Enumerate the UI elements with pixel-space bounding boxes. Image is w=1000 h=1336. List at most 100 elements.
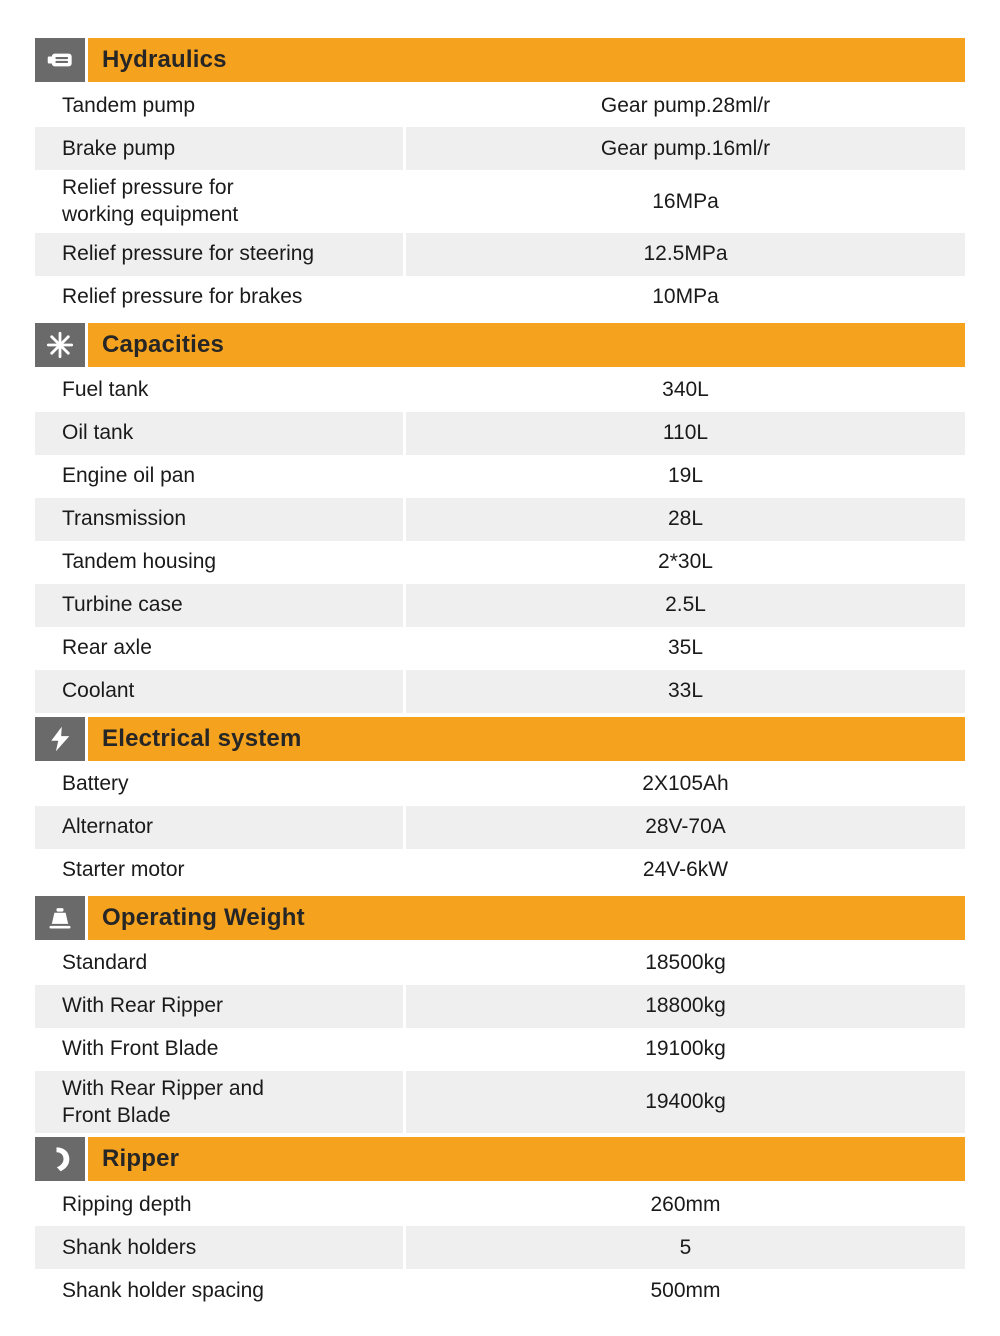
spec-value: 2X105Ah	[642, 772, 729, 796]
spec-row: Battery 2X105Ah	[35, 763, 965, 806]
spec-row: Fuel tank 340L	[35, 369, 965, 412]
spec-value: 10MPa	[652, 285, 719, 309]
section-title: Ripper	[102, 1145, 180, 1173]
spec-row: Transmission 28L	[35, 497, 965, 541]
spec-value: Gear pump.16ml/r	[406, 127, 965, 170]
section-rows: Fuel tank 340L Oil tank 110L Engine oil …	[35, 369, 965, 713]
pump-icon	[46, 46, 74, 74]
section-header: Hydraulics	[35, 38, 965, 82]
section-title: Electrical system	[102, 724, 302, 752]
spec-value: Gear pump.28ml/r	[600, 93, 771, 117]
ripper-icon	[46, 1145, 74, 1173]
spec-row: Alternator 28V-70A	[35, 805, 965, 849]
spec-label: With Rear Ripper	[35, 984, 403, 1028]
spec-value: 16MPa	[652, 189, 719, 213]
spec-row: Engine oil pan 19L	[35, 455, 965, 498]
spec-label: Starter motor	[62, 858, 185, 882]
spec-value: 18800kg	[406, 984, 965, 1028]
spec-value: 28V-70A	[406, 805, 965, 849]
section-header-bar: Operating Weight	[88, 895, 965, 940]
spec-value: 340L	[662, 378, 709, 402]
spec-row: Relief pressure for working equipment 16…	[35, 170, 965, 233]
section-header-bar: Electrical system	[88, 716, 965, 761]
spec-value: 2.5L	[406, 583, 965, 627]
spec-section: Capacities Fuel tank 340L Oil tank 110L …	[35, 322, 965, 713]
spec-label: Coolant	[35, 669, 403, 713]
spec-value: 5	[406, 1226, 965, 1270]
section-header: Capacities	[35, 322, 965, 367]
section-icon-box	[35, 322, 85, 367]
section-icon-box	[35, 716, 85, 761]
spec-value: 500mm	[650, 1279, 721, 1303]
spec-row: Turbine case 2.5L	[35, 583, 965, 627]
spec-row: With Rear Ripper 18800kg	[35, 984, 965, 1028]
spec-label: Relief pressure for steering	[35, 232, 403, 276]
spec-value: 260mm	[650, 1193, 721, 1217]
spec-label: With Rear Ripper and Front Blade	[35, 1070, 403, 1134]
spec-row: Relief pressure for steering 12.5MPa	[35, 232, 965, 276]
spec-label: Fuel tank	[62, 378, 149, 402]
spec-row: Relief pressure for brakes 10MPa	[35, 276, 965, 319]
spec-row: With Front Blade 19100kg	[35, 1028, 965, 1071]
spec-value: 24V-6kW	[642, 858, 729, 882]
spec-value: 18500kg	[645, 951, 726, 975]
spec-label: Battery	[62, 772, 129, 796]
spec-label: Oil tank	[35, 411, 403, 455]
weight-icon	[46, 904, 74, 932]
spec-label: Ripping depth	[62, 1193, 192, 1217]
section-icon-box	[35, 895, 85, 940]
section-header-bar: Capacities	[88, 322, 965, 367]
section-rows: Tandem pump Gear pump.28ml/r Brake pump …	[35, 84, 965, 319]
spec-row: With Rear Ripper and Front Blade 19400kg	[35, 1070, 965, 1134]
spec-label: Brake pump	[35, 127, 403, 170]
spec-label: Shank holder spacing	[62, 1279, 264, 1303]
spec-row: Shank holders 5	[35, 1226, 965, 1270]
spec-label: Tandem pump	[62, 93, 196, 117]
spec-row: Rear axle 35L	[35, 627, 965, 670]
section-header: Ripper	[35, 1137, 965, 1182]
section-header-bar: Hydraulics	[88, 38, 965, 82]
spec-row: Coolant 33L	[35, 669, 965, 713]
spec-label: Relief pressure for working equipment	[62, 176, 239, 227]
spec-section: Operating Weight Standard 18500kg With R…	[35, 895, 965, 1134]
spec-row: Tandem pump Gear pump.28ml/r	[35, 84, 965, 127]
spec-label: Turbine case	[35, 583, 403, 627]
spec-value: 28L	[406, 497, 965, 541]
spec-value: 2*30L	[658, 550, 713, 574]
spec-label: Transmission	[35, 497, 403, 541]
section-header: Operating Weight	[35, 895, 965, 940]
spec-value: 33L	[406, 669, 965, 713]
spec-label: Alternator	[35, 805, 403, 849]
section-title: Operating Weight	[102, 903, 305, 931]
spec-value: 19400kg	[406, 1070, 965, 1134]
spec-value: 19L	[667, 464, 704, 488]
section-rows: Standard 18500kg With Rear Ripper 18800k…	[35, 942, 965, 1134]
spec-value: 19100kg	[645, 1037, 726, 1061]
section-title: Capacities	[102, 330, 225, 358]
spec-label: Engine oil pan	[62, 464, 196, 488]
section-title: Hydraulics	[102, 46, 227, 73]
spec-label: Rear axle	[62, 636, 152, 660]
spec-label: Tandem housing	[62, 550, 217, 574]
section-icon-box	[35, 1137, 85, 1182]
spec-row: Tandem housing 2*30L	[35, 541, 965, 584]
spec-label: Relief pressure for brakes	[62, 285, 303, 309]
spec-label: Shank holders	[35, 1226, 403, 1270]
spec-value: 12.5MPa	[406, 232, 965, 276]
spec-row: Oil tank 110L	[35, 411, 965, 455]
section-rows: Ripping depth 260mm Shank holders 5 Shan…	[35, 1183, 965, 1312]
spec-value: 35L	[667, 636, 704, 660]
lightning-icon	[46, 725, 74, 753]
spec-row: Shank holder spacing 500mm	[35, 1269, 965, 1312]
section-header-bar: Ripper	[88, 1137, 965, 1182]
spec-row: Ripping depth 260mm	[35, 1183, 965, 1226]
spec-section: Hydraulics Tandem pump Gear pump.28ml/r …	[35, 38, 965, 319]
spec-row: Standard 18500kg	[35, 942, 965, 985]
spec-row: Brake pump Gear pump.16ml/r	[35, 127, 965, 170]
section-header: Electrical system	[35, 716, 965, 761]
section-rows: Battery 2X105Ah Alternator 28V-70A Start…	[35, 763, 965, 892]
spec-section: Ripper Ripping depth 260mm Shank holders…	[35, 1137, 965, 1312]
spec-label: Standard	[62, 951, 148, 975]
spec-section: Electrical system Battery 2X105Ah Altern…	[35, 716, 965, 892]
